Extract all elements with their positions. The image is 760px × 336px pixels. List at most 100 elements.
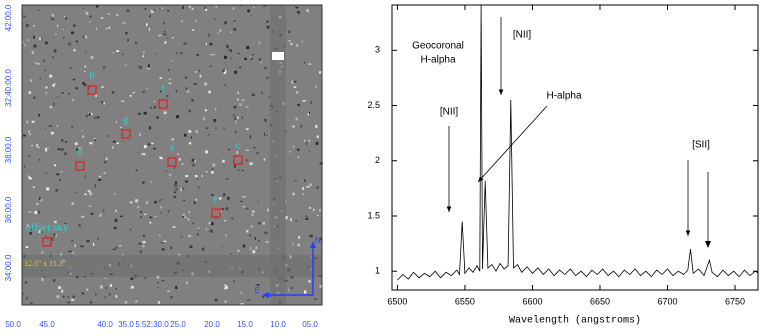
speckle	[192, 29, 195, 32]
speckle	[224, 84, 226, 86]
speckle	[137, 152, 139, 154]
speckle	[40, 37, 43, 40]
speckle	[38, 230, 41, 234]
speckle	[73, 48, 76, 52]
speckle	[53, 102, 55, 106]
speckle	[105, 157, 108, 160]
speckle	[124, 301, 128, 304]
speckle	[287, 288, 290, 292]
speckle	[156, 116, 159, 119]
speckle	[247, 9, 251, 13]
speckle	[104, 295, 106, 299]
speckle	[250, 56, 252, 59]
speckle	[214, 18, 216, 20]
speckle	[245, 106, 249, 108]
speckle	[142, 245, 145, 247]
speckle	[30, 145, 34, 147]
speckle	[95, 138, 97, 142]
compass-arrowhead	[262, 292, 269, 298]
speckle	[290, 275, 294, 279]
annotation-arrowhead	[446, 206, 452, 212]
speckle	[171, 36, 174, 39]
image-x-label: 20.0	[204, 320, 220, 329]
speckle	[233, 20, 237, 22]
speckle	[165, 33, 168, 36]
speckle	[159, 90, 163, 93]
speckle	[28, 175, 30, 179]
speckle	[116, 50, 120, 53]
speckle	[188, 211, 191, 213]
speckle	[195, 19, 197, 22]
speckle	[45, 234, 47, 238]
speckle	[89, 142, 93, 145]
speckle	[255, 151, 259, 155]
speckle	[245, 149, 249, 151]
speckle	[188, 142, 192, 145]
image-y-label: 32:40:00.0	[4, 69, 13, 107]
speckle	[67, 295, 70, 298]
speckle	[161, 242, 164, 244]
speckle	[302, 100, 306, 102]
speckle	[48, 125, 52, 127]
speckle	[157, 301, 160, 304]
speckle	[38, 113, 41, 117]
speckle	[242, 196, 246, 198]
speckle	[195, 130, 199, 133]
speckle	[90, 212, 94, 215]
speckle	[194, 159, 196, 163]
speckle	[90, 56, 94, 59]
speckle	[313, 208, 315, 212]
speckle	[149, 14, 151, 18]
speckle	[60, 253, 62, 257]
image-y-label: 36:00.0	[4, 196, 13, 223]
speckle	[104, 277, 107, 279]
speckle	[81, 130, 83, 132]
speckle	[304, 179, 306, 183]
speckle	[255, 246, 257, 249]
speckle	[109, 293, 111, 296]
speckle	[68, 92, 70, 95]
speckle	[89, 15, 92, 18]
speckle	[83, 175, 87, 178]
speckle	[191, 99, 194, 102]
speckle	[159, 8, 162, 10]
speckle	[302, 187, 304, 190]
speckle	[198, 228, 200, 231]
speckle	[77, 147, 81, 149]
speckle	[242, 206, 246, 208]
speckle	[104, 161, 107, 164]
speckle	[295, 117, 298, 121]
speckle	[224, 55, 227, 59]
speckle	[57, 148, 61, 151]
speckle	[41, 141, 44, 143]
speckle	[263, 5, 266, 7]
speckle	[50, 16, 52, 20]
speckle	[308, 112, 311, 115]
speckle	[173, 166, 176, 169]
speckle	[289, 151, 291, 153]
speckle	[119, 245, 122, 247]
speckle	[61, 92, 64, 94]
speckle	[173, 195, 176, 198]
speckle	[120, 215, 123, 218]
speckle	[258, 58, 261, 61]
speckle	[303, 139, 306, 142]
speckle	[240, 200, 243, 202]
speckle	[188, 5, 191, 8]
region-box	[42, 237, 52, 247]
speckle	[153, 100, 155, 102]
speckle	[107, 13, 111, 15]
speckle	[168, 78, 172, 81]
speckle	[308, 63, 312, 65]
speckle	[199, 74, 202, 78]
speckle	[126, 9, 130, 13]
speckle	[150, 106, 152, 110]
speckle	[314, 298, 317, 300]
speckle	[223, 193, 225, 197]
speckle	[22, 41, 24, 43]
speckle	[182, 215, 185, 218]
speckle	[115, 288, 117, 290]
x-tick-label: 6550	[455, 296, 475, 306]
speckle	[163, 21, 166, 25]
speckle	[308, 139, 311, 143]
